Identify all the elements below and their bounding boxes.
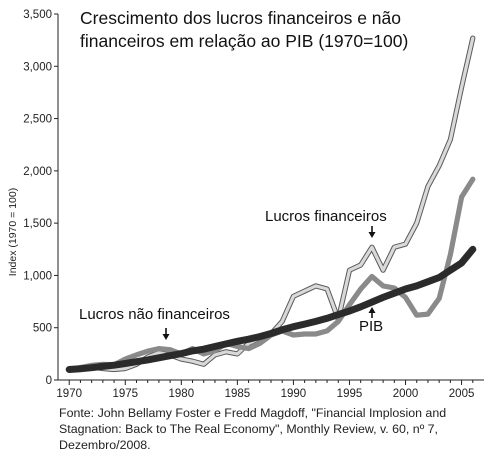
x-tick-label: 1990 [281,388,307,400]
series-line-pib [65,245,477,373]
chart-title-line-2: financeiros em relação ao PIB (1970=100) [80,31,409,51]
x-tick-label: 1985 [225,388,251,400]
y-tick-label: 500 [33,323,52,335]
x-tick-label: 2005 [449,388,475,400]
annotation-pib: PIB [359,318,383,335]
y-tick-label: 2,500 [23,114,52,126]
x-tick-label: 1975 [112,388,138,400]
x-tick-label: 1970 [56,388,82,400]
annotation-lucros-nao-financeiros: Lucros não financeiros [79,306,230,323]
y-tick-label: 3,000 [23,61,52,73]
line-chart: 0 500 1,000 1,500 2,000 2,500 3,000 3,500 1970 19… [7,9,484,400]
chart-title-line-1: Crescimento dos lucros financeiros e não [80,8,401,28]
y-tick-label: 2,000 [23,166,52,178]
arrowhead-lucros-financeiros [368,232,376,238]
arrowhead-pib [368,307,376,313]
x-tick-label: 1995 [337,388,363,400]
source-note: Fonte: John Bellamy Foster e Fredd Magdo… [59,406,447,452]
y-tick-label: 1,500 [23,218,52,230]
x-tick-label: 2000 [393,388,419,400]
y-tick-label: 0 [46,375,52,387]
arrowhead-lucros-nao-financeiros [162,334,170,340]
x-tick-label: 1980 [169,388,195,400]
y-tick-label: 3,500 [23,9,52,21]
annotation-lucros-financeiros: Lucros financeiros [265,208,387,225]
y-axis-label: Index (1970 = 100) [7,188,19,276]
y-tick-label: 1,000 [23,270,52,282]
